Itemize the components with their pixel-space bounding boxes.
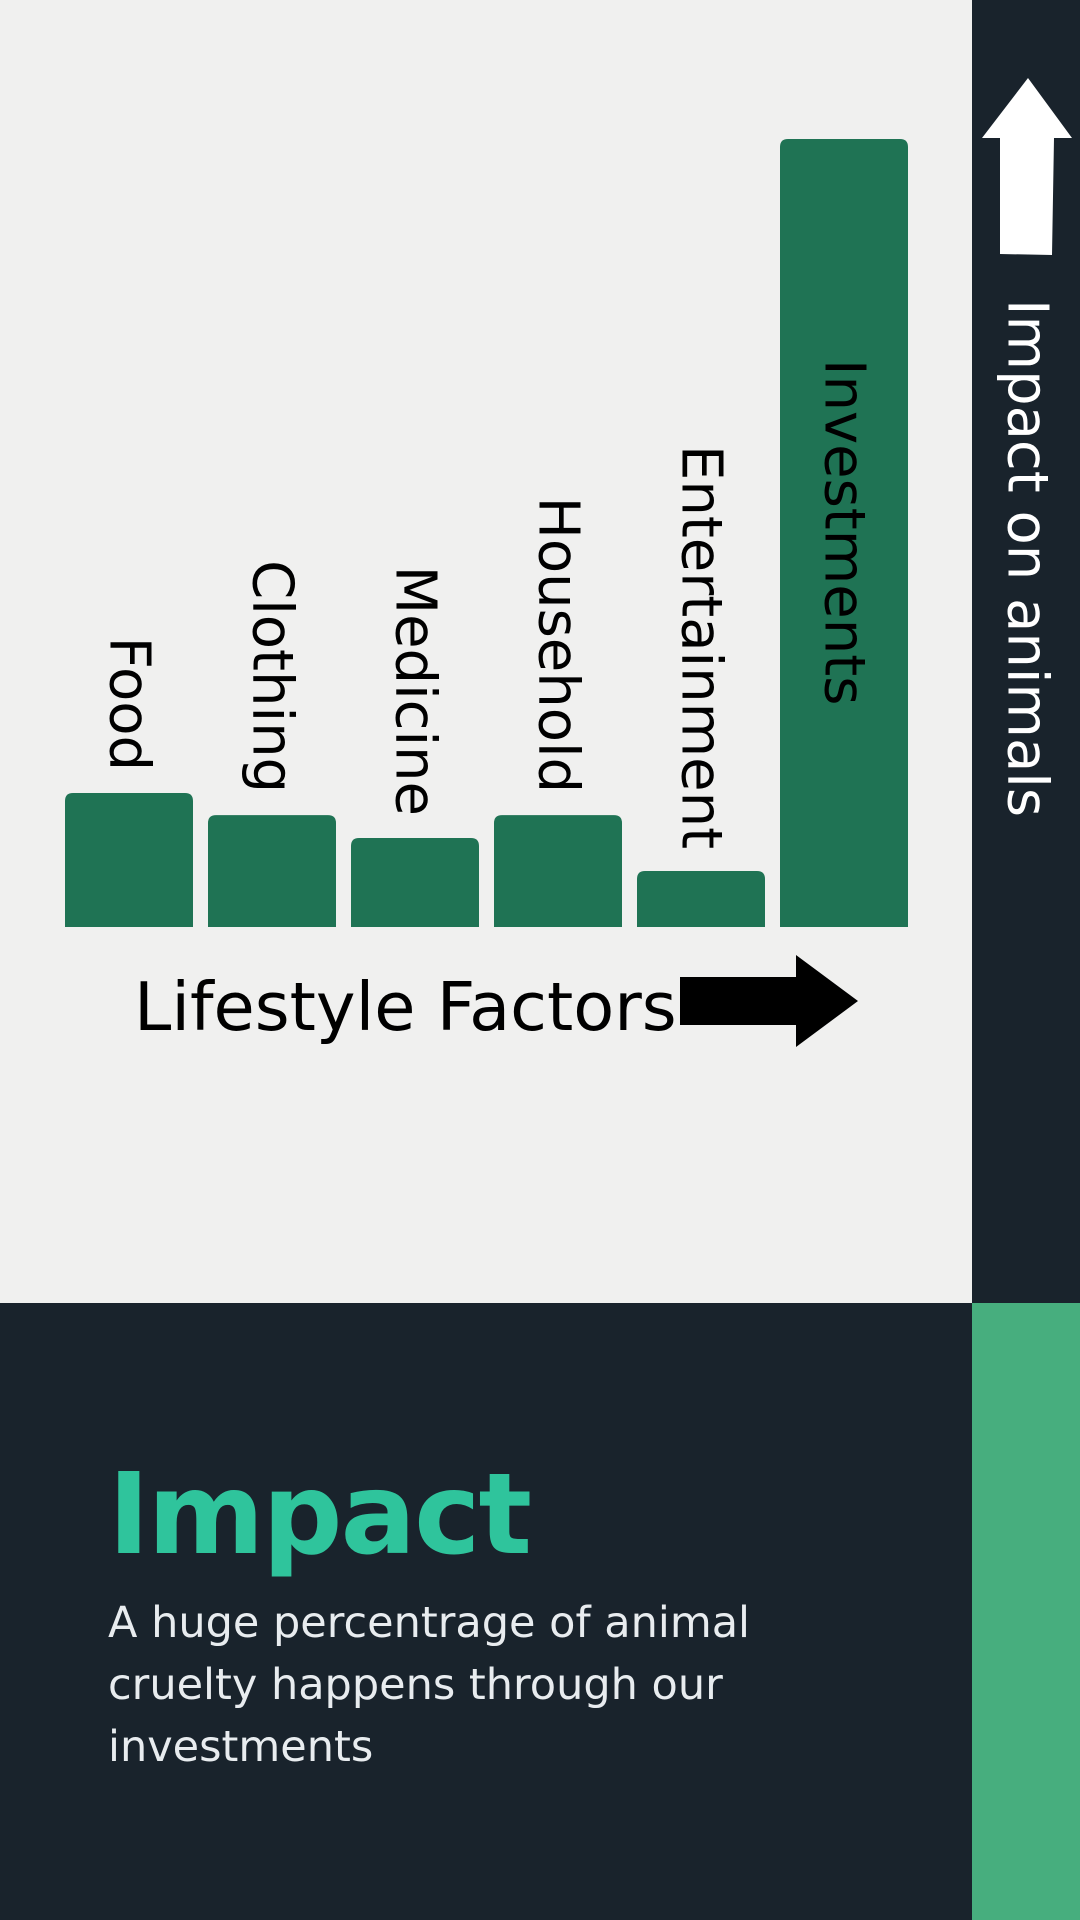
x-axis-label: Lifestyle Factors (134, 968, 677, 1046)
category-label-food: Food (97, 637, 162, 771)
arrow-up-icon (982, 78, 1072, 255)
info-panel (0, 1303, 972, 1920)
y-axis-label: Impact on animals (994, 299, 1060, 817)
bar-medicine (351, 837, 479, 927)
chart-area: Food Clothing Medicine Household Entertainme… (65, 139, 908, 1047)
accent-band (972, 1303, 1080, 1920)
bar-investments (780, 139, 908, 927)
arrow-right-icon (680, 955, 858, 1047)
category-label-investments: Investments (812, 359, 877, 705)
category-label-medicine: Medicine (383, 566, 448, 816)
category-label-entertainment: Entertainment (669, 445, 734, 849)
category-label-clothing: Clothing (240, 560, 305, 793)
bar-clothing (208, 815, 336, 927)
bar-entertainment (637, 871, 765, 927)
bar-chart: Food Clothing Medicine Household Entertainme… (65, 139, 908, 927)
category-label-household: Household (526, 497, 591, 793)
panel-description: A huge percentrage of animal cruelty hap… (108, 1598, 750, 1772)
panel-title: Impact (108, 1450, 532, 1580)
bar-household (494, 815, 622, 927)
bar-food (65, 793, 193, 927)
